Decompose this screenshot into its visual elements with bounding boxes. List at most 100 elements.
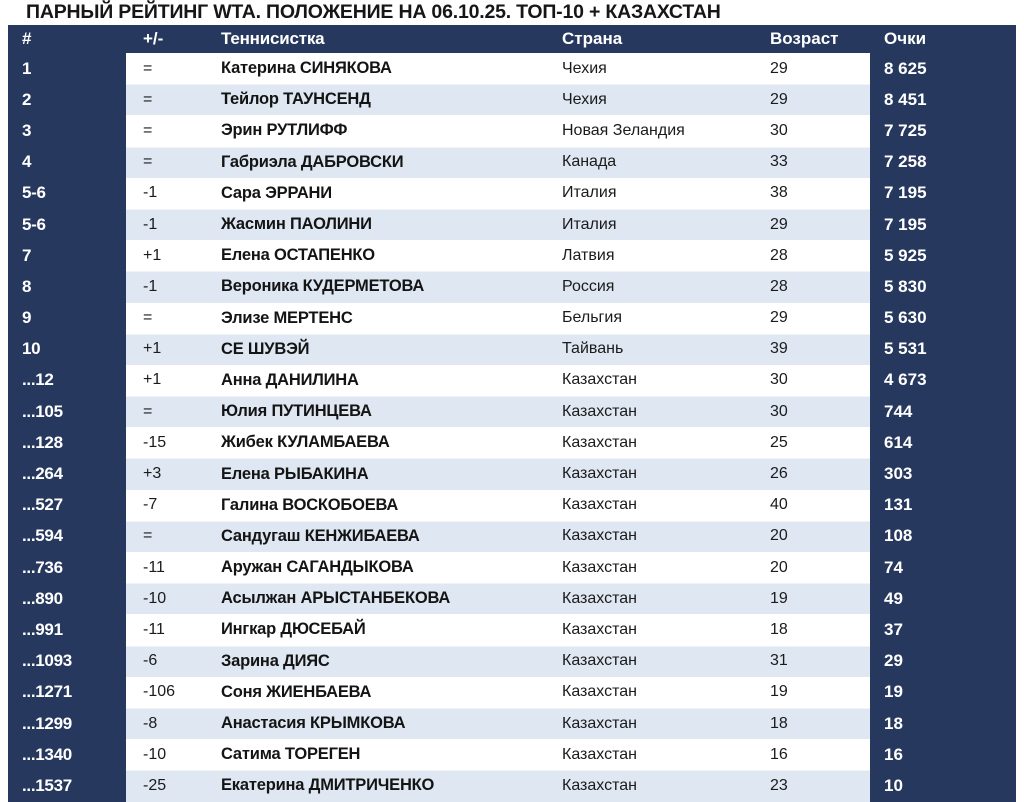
row-separator: [126, 427, 870, 429]
cell-player: Елена ОСТАПЕНКО: [221, 246, 375, 265]
column-header-country[interactable]: Страна: [562, 29, 623, 48]
cell-country: Россия: [562, 277, 615, 295]
table-row[interactable]: 3 = Эрин РУТЛИФФ Новая Зеландия 30 7 725: [8, 115, 1016, 147]
column-header-points[interactable]: Очки: [870, 25, 1016, 53]
row-separator: [126, 364, 870, 366]
table-row[interactable]: 7 +1 Елена ОСТАПЕНКО Латвия 28 5 925: [8, 240, 1016, 272]
column-header-age[interactable]: Возраст: [770, 29, 839, 48]
cell-points: 5 630: [870, 302, 1016, 334]
table-row[interactable]: ...736 -11 Аружан САГАНДЫКОВА Казахстан 20 74: [8, 552, 1016, 584]
cell-age: 33: [770, 153, 788, 171]
cell-points: 5 925: [870, 240, 1016, 272]
cell-country: Бельгия: [562, 309, 622, 327]
cell-points: 108: [870, 520, 1016, 552]
cell-player: Анна ДАНИЛИНА: [221, 370, 359, 389]
table-row[interactable]: ...1093 -6 Зарина ДИЯС Казахстан 31 29: [8, 645, 1016, 677]
cell-player: Вероника КУДЕРМЕТОВА: [221, 277, 425, 296]
column-header-delta[interactable]: +/-: [143, 29, 164, 48]
cell-rank: 2: [8, 84, 126, 116]
cell-age: 29: [770, 215, 788, 233]
cell-points: 18: [870, 707, 1016, 740]
cell-age: 20: [770, 558, 788, 576]
cell-country: Казахстан: [562, 652, 637, 670]
cell-player: Катерина СИНЯКОВА: [221, 59, 392, 78]
column-header-rank[interactable]: #: [8, 25, 126, 53]
row-separator: [126, 396, 870, 398]
cell-rank: 9: [8, 302, 126, 334]
cell-rank: 10: [8, 333, 126, 365]
cell-player: Жасмин ПАОЛИНИ: [221, 215, 372, 234]
table-row[interactable]: 1 = Катерина СИНЯКОВА Чехия 29 8 625: [8, 53, 1016, 85]
cell-rank: ...1340: [8, 739, 126, 771]
table-row[interactable]: ...890 -10 Асылжан АРЫСТАНБЕКОВА Казахстан 1…: [8, 583, 1016, 615]
cell-rank: ...594: [8, 520, 126, 552]
cell-points: 10: [870, 770, 1016, 802]
cell-delta: =: [143, 153, 153, 171]
cell-delta: -11: [143, 620, 165, 638]
row-separator: [126, 146, 870, 148]
cell-age: 40: [770, 496, 788, 514]
table-row[interactable]: ...1340 -10 Сатима ТОРЕГЕН Казахстан 16 16: [8, 739, 1016, 771]
table-row[interactable]: ...594 = Сандугаш КЕНЖИБАЕВА Казахстан 20 108: [8, 520, 1016, 552]
table-row[interactable]: 10 +1 СЕ ШУВЭЙ Тайвань 39 5 531: [8, 333, 1016, 365]
cell-country: Казахстан: [562, 433, 637, 451]
cell-age: 38: [770, 184, 788, 202]
cell-age: 28: [770, 277, 788, 295]
cell-points: 74: [870, 552, 1016, 584]
cell-country: Казахстан: [562, 745, 637, 763]
cell-age: 26: [770, 465, 788, 483]
cell-delta: +3: [143, 465, 162, 483]
cell-points: 5 830: [870, 271, 1016, 303]
cell-player: СЕ ШУВЭЙ: [221, 339, 310, 358]
cell-country: Италия: [562, 215, 617, 233]
cell-points: 8 451: [870, 84, 1016, 116]
cell-delta: +1: [143, 371, 162, 389]
table-row[interactable]: ...105 = Юлия ПУТИНЦЕВА Казахстан 30 744: [8, 396, 1016, 428]
cell-age: 30: [770, 121, 788, 139]
row-separator: [126, 583, 870, 585]
table-row[interactable]: 8 -1 Вероника КУДЕРМЕТОВА Россия 28 5 830: [8, 271, 1016, 303]
cell-delta: =: [143, 527, 153, 545]
table-row[interactable]: 5-6 -1 Жасмин ПАОЛИНИ Италия 29 7 195: [8, 208, 1016, 241]
cell-rank: ...264: [8, 458, 126, 490]
column-header-player[interactable]: Теннисистка: [221, 29, 325, 48]
cell-country: Новая Зеландия: [562, 121, 685, 139]
row-separator: [126, 520, 870, 522]
row-separator: [126, 489, 870, 491]
cell-points: 37: [870, 614, 1016, 646]
table-row[interactable]: ...264 +3 Елена РЫБАКИНА Казахстан 26 303: [8, 458, 1016, 490]
cell-delta: -10: [143, 589, 167, 607]
table-row[interactable]: ...527 -7 Галина ВОСКОБОЕВА Казахстан 40 131: [8, 489, 1016, 521]
cell-delta: +1: [143, 246, 162, 264]
cell-player: Элизе МЕРТЕНС: [221, 308, 353, 327]
table-row[interactable]: ...1299 -8 Анастасия КРЫМКОВА Казахстан 18 18: [8, 707, 1016, 740]
table-row[interactable]: 9 = Элизе МЕРТЕНС Бельгия 29 5 630: [8, 302, 1016, 334]
table-row[interactable]: ...12 +1 Анна ДАНИЛИНА Казахстан 30 4 673: [8, 364, 1016, 397]
table-row[interactable]: ...128 -15 Жибек КУЛАМБАЕВА Казахстан 25 614: [8, 427, 1016, 459]
cell-delta: -15: [143, 433, 167, 451]
cell-delta: =: [143, 121, 153, 139]
table-row[interactable]: 4 = Габриэла ДАБРОВСКИ Канада 33 7 258: [8, 146, 1016, 178]
cell-rank: ...1299: [8, 707, 126, 740]
cell-player: Ингкар ДЮСЕБАЙ: [221, 620, 366, 639]
cell-points: 303: [870, 458, 1016, 490]
cell-player: Тейлор ТАУНСЕНД: [221, 90, 371, 109]
cell-age: 31: [770, 652, 788, 670]
cell-age: 30: [770, 402, 788, 420]
cell-delta: =: [143, 309, 153, 327]
cell-country: Канада: [562, 153, 617, 171]
cell-points: 5 531: [870, 333, 1016, 365]
cell-delta: =: [143, 402, 153, 420]
table-row[interactable]: 5-6 -1 Сара ЭРРАНИ Италия 38 7 195: [8, 177, 1016, 209]
cell-rank: ...105: [8, 396, 126, 428]
cell-rank: ...1271: [8, 676, 126, 708]
cell-rank: 8: [8, 271, 126, 303]
cell-rank: ...12: [8, 364, 126, 397]
table-row[interactable]: ...1537 -25 Екатерина ДМИТРИЧЕНКО Казахстан…: [8, 770, 1016, 802]
row-separator: [126, 53, 870, 54]
table-row[interactable]: 2 = Тейлор ТАУНСЕНД Чехия 29 8 451: [8, 84, 1016, 116]
table-row[interactable]: ...1271 -106 Соня ЖИЕНБАЕВА Казахстан 19 19: [8, 676, 1016, 708]
cell-delta: +1: [143, 340, 162, 358]
table-row[interactable]: ...991 -11 Ингкар ДЮСЕБАЙ Казахстан 18 37: [8, 614, 1016, 646]
cell-points: 131: [870, 489, 1016, 521]
